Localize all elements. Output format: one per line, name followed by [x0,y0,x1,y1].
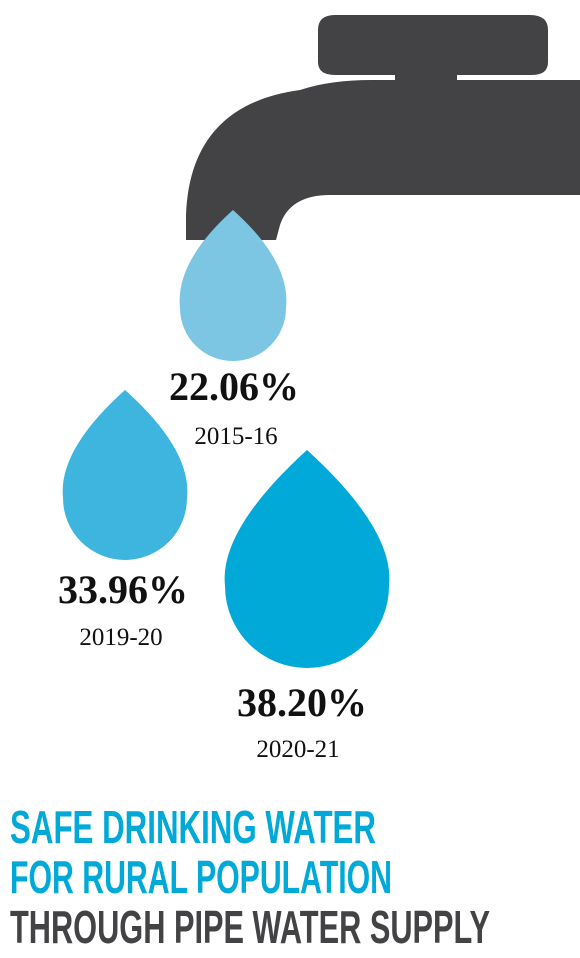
drop [224,450,390,668]
drop [62,390,188,560]
title-line: SAFE DRINKING WATER [10,801,376,853]
drops [62,210,390,668]
title-line: THROUGH PIPE WATER SUPPLY [10,901,490,953]
period-label: 2020-21 [256,736,339,763]
tap [186,15,580,240]
value-label: 33.96% [58,567,188,612]
value-label: 38.20% [237,680,367,725]
period-label: 2019-20 [79,624,162,651]
period-label: 2015-16 [194,423,277,450]
title-line: FOR RURAL POPULATION [10,851,392,903]
drop [179,210,287,361]
value-label: 22.06% [169,364,299,409]
